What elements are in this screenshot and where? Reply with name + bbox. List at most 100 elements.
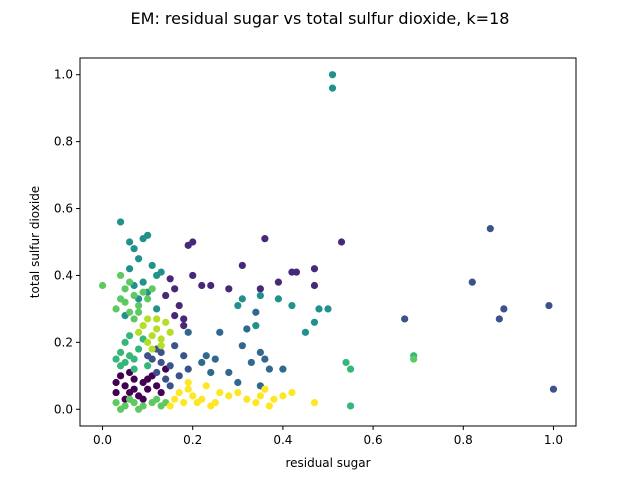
scatter-point-cluster-7 [157, 342, 165, 350]
scatter-point-cluster-8 [252, 398, 260, 407]
scatter-point-cluster-0 [130, 375, 138, 383]
scatter-point-cluster-1 [198, 281, 206, 290]
scatter-point-cluster-7 [157, 335, 165, 343]
scatter-point-cluster-4 [135, 255, 143, 263]
scatter-point-cluster-4 [139, 278, 147, 286]
x-axis-label: residual sugar [285, 456, 370, 470]
scatter-point-cluster-2 [166, 382, 174, 390]
scatter-point-cluster-6 [112, 398, 120, 407]
scatter-point-cluster-6 [112, 305, 120, 313]
scatter-point-cluster-4 [238, 295, 246, 303]
scatter-point-cluster-1 [171, 312, 179, 320]
scatter-point-cluster-5 [126, 332, 134, 340]
scatter-point-cluster-1 [256, 285, 264, 293]
y-tick-label: 0.0 [54, 402, 73, 416]
scatter-point-cluster-4 [153, 305, 161, 313]
chart-title: EM: residual sugar vs total sulfur dioxi… [131, 9, 510, 28]
scatter-point-cluster-7 [144, 315, 152, 323]
scatter-point-cluster-3 [256, 348, 264, 356]
scatter-point-cluster-4 [234, 301, 242, 310]
x-tick-label: 0.4 [273, 433, 292, 447]
scatter-point-cluster-4 [324, 305, 332, 313]
scatter-point-cluster-1 [180, 315, 188, 323]
scatter-point-cluster-5 [121, 338, 129, 346]
scatter-point-cluster-3 [234, 378, 242, 387]
scatter-point-cluster-5 [346, 402, 355, 410]
scatter-point-cluster-2 [175, 372, 183, 380]
scatter-point-cluster-8 [184, 378, 192, 387]
scatter-point-cluster-6 [126, 308, 134, 316]
scatter-point-cluster-3 [279, 365, 287, 373]
scatter-point-cluster-2 [166, 362, 174, 370]
scatter-point-cluster-8 [310, 398, 319, 407]
scatter-point-cluster-1 [175, 301, 183, 310]
scatter-point-cluster-1 [166, 275, 174, 283]
scatter-point-cluster-8 [216, 388, 224, 397]
scatter-point-cluster-0 [126, 388, 134, 397]
scatter-point-cluster-3 [216, 328, 224, 336]
scatter-point-cluster-1 [171, 285, 179, 293]
scatter-point-cluster-1 [207, 281, 215, 290]
scatter-point-cluster-2 [486, 225, 494, 233]
scatter-point-cluster-4 [256, 291, 264, 300]
scatter-point-cluster-6 [135, 301, 143, 310]
x-tick-label: 1.0 [544, 433, 563, 447]
scatter-point-cluster-4 [274, 295, 282, 303]
scatter-point-cluster-6 [126, 395, 134, 403]
scatter-point-cluster-8 [198, 395, 206, 403]
scatter-point-cluster-4 [126, 238, 134, 246]
scatter-point-cluster-8 [171, 395, 179, 403]
scatter-point-cluster-2 [401, 315, 409, 323]
scatter-point-cluster-8 [243, 395, 251, 403]
scatter-point-cluster-4 [328, 71, 337, 79]
scatter-point-cluster-0 [121, 382, 129, 390]
scatter-point-cluster-2 [171, 342, 179, 350]
scatter-point-cluster-7 [162, 318, 170, 326]
scatter-point-cluster-6 [126, 278, 134, 286]
scatter-point-cluster-8 [261, 385, 269, 393]
scatter-point-cluster-0 [153, 382, 161, 390]
y-tick-label: 0.4 [54, 268, 73, 282]
scatter-point-cluster-4 [126, 265, 134, 273]
scatter-point-cluster-3 [207, 368, 215, 377]
y-tick-label: 0.2 [54, 335, 73, 349]
scatter-point-cluster-4 [157, 268, 165, 276]
scatter-point-cluster-4 [315, 305, 323, 313]
scatter-point-cluster-2 [153, 368, 161, 377]
x-axis: 0.0 0.2 0.4 0.6 0.8 1.0 [93, 426, 563, 447]
scatter-point-cluster-1 [189, 271, 197, 280]
scatter-point-cluster-3 [202, 352, 210, 360]
scatter-point-cluster-1 [261, 235, 269, 243]
scatter-point-cluster-4 [301, 328, 310, 336]
scatter-point-cluster-3 [252, 308, 260, 316]
scatter-point-cluster-3 [247, 358, 255, 367]
scatter-point-cluster-2 [545, 301, 553, 310]
scatter-point-cluster-4 [148, 261, 156, 270]
scatter-point-cluster-0 [116, 372, 125, 380]
scatter-point-cluster-8 [175, 388, 183, 397]
scatter-point-cluster-1 [310, 281, 319, 290]
scatter-point-cluster-4 [328, 84, 337, 92]
scatter-point-cluster-7 [153, 325, 161, 333]
scatter-point-cluster-2 [495, 315, 503, 323]
scatter-point-cluster-3 [238, 342, 246, 350]
scatter-point-cluster-5 [342, 358, 350, 367]
scatter-point-cluster-4 [252, 322, 260, 330]
scatter-point-cluster-0 [144, 375, 152, 383]
scatter-point-cluster-1 [162, 291, 170, 300]
scatter-point-cluster-8 [265, 402, 273, 410]
scatter-point-cluster-0 [139, 395, 147, 403]
scatter-point-cluster-3 [265, 365, 273, 373]
scatter-point-cluster-2 [180, 352, 188, 360]
scatter-point-cluster-3 [243, 325, 251, 333]
scatter-point-cluster-8 [270, 395, 278, 403]
scatter-point-cluster-0 [144, 385, 152, 393]
y-axis: 0.0 0.2 0.4 0.6 0.8 1.0 [54, 68, 80, 416]
scatter-point-cluster-1 [274, 278, 282, 286]
scatter-point-cluster-5 [116, 348, 125, 356]
scatter-point-cluster-4 [116, 218, 125, 226]
scatter-point-cluster-3 [261, 355, 269, 363]
scatter-point-cluster-8 [202, 382, 210, 390]
scatter-point-cluster-6 [130, 315, 138, 323]
